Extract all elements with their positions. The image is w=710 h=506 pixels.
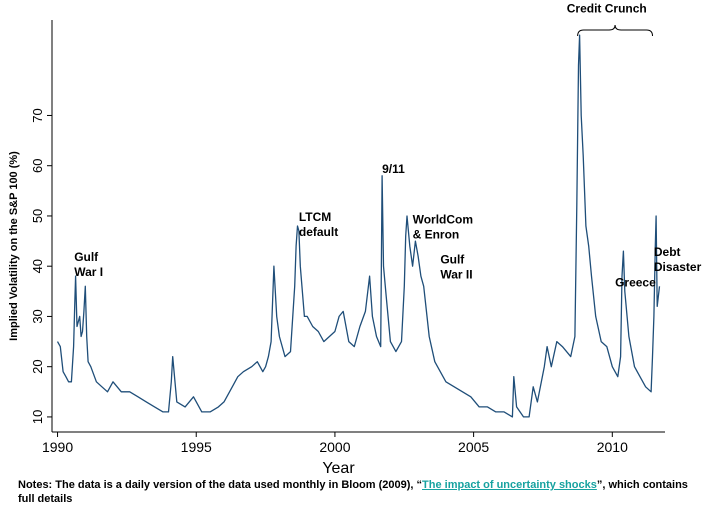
annotation-line: Gulf (74, 250, 99, 264)
annotation-label: Credit Crunch (567, 1, 647, 15)
x-tick-label: 2000 (319, 439, 350, 455)
notes-suffix: ”, which contains full details (18, 479, 688, 505)
chart-notes: Notes: The data is a daily version of th… (18, 478, 698, 506)
x-tick-label: 2005 (458, 439, 489, 455)
series-line-volatility (56, 34, 661, 418)
annotation-label: Debt Disaster (654, 245, 702, 274)
annotation-label: WorldCom & Enron (413, 212, 473, 241)
annotation-line: War II (440, 268, 472, 282)
annotation-line: Credit Crunch (567, 1, 647, 15)
credit-crunch-brace (577, 25, 654, 37)
y-tick-label: 30 (30, 309, 45, 323)
y-axis-label: Implied Volatility on the S&P 100 (%) (8, 151, 20, 341)
annotation-line: 9/11 (382, 162, 405, 176)
annotation-line: Gulf (440, 253, 465, 267)
annotation-line: LTCM (299, 210, 331, 224)
x-tick-label: 1995 (181, 439, 212, 455)
x-axis-label: Year (322, 460, 355, 477)
y-tick-label: 50 (30, 209, 45, 223)
y-tick-label: 40 (30, 259, 45, 273)
annotation-label: Greece (615, 275, 656, 289)
y-tick-label: 20 (30, 359, 45, 373)
chart-axes (51, 20, 665, 433)
annotation-line: War I (74, 265, 103, 279)
y-tick-label: 70 (30, 108, 45, 122)
y-tick-label: 10 (30, 410, 45, 424)
x-tick-label: 1990 (42, 439, 73, 455)
notes-link[interactable]: The impact of uncertainty shocks (422, 479, 597, 491)
annotation-line: default (299, 225, 338, 239)
chart-ticks: 10 20 30 40 50 60 70 1990 1995 2000 2005 2010 (30, 108, 628, 455)
annotation-line: Greece (615, 275, 656, 289)
annotation-label: LTCM default (299, 210, 338, 239)
y-tick-label: 60 (30, 158, 45, 172)
x-tick-label: 2010 (597, 439, 628, 455)
annotation-line: & Enron (413, 227, 460, 241)
annotation-label: Gulf War II (440, 253, 472, 282)
notes-prefix: Notes: The data is a daily version of th… (18, 479, 423, 491)
chart-series (56, 34, 661, 418)
annotation-line: Debt (654, 245, 681, 259)
annotation-line: WorldCom (413, 212, 473, 226)
annotation-line: Disaster (654, 260, 702, 274)
annotation-label: Gulf War I (74, 250, 103, 279)
annotation-label: 9/11 (382, 162, 405, 176)
